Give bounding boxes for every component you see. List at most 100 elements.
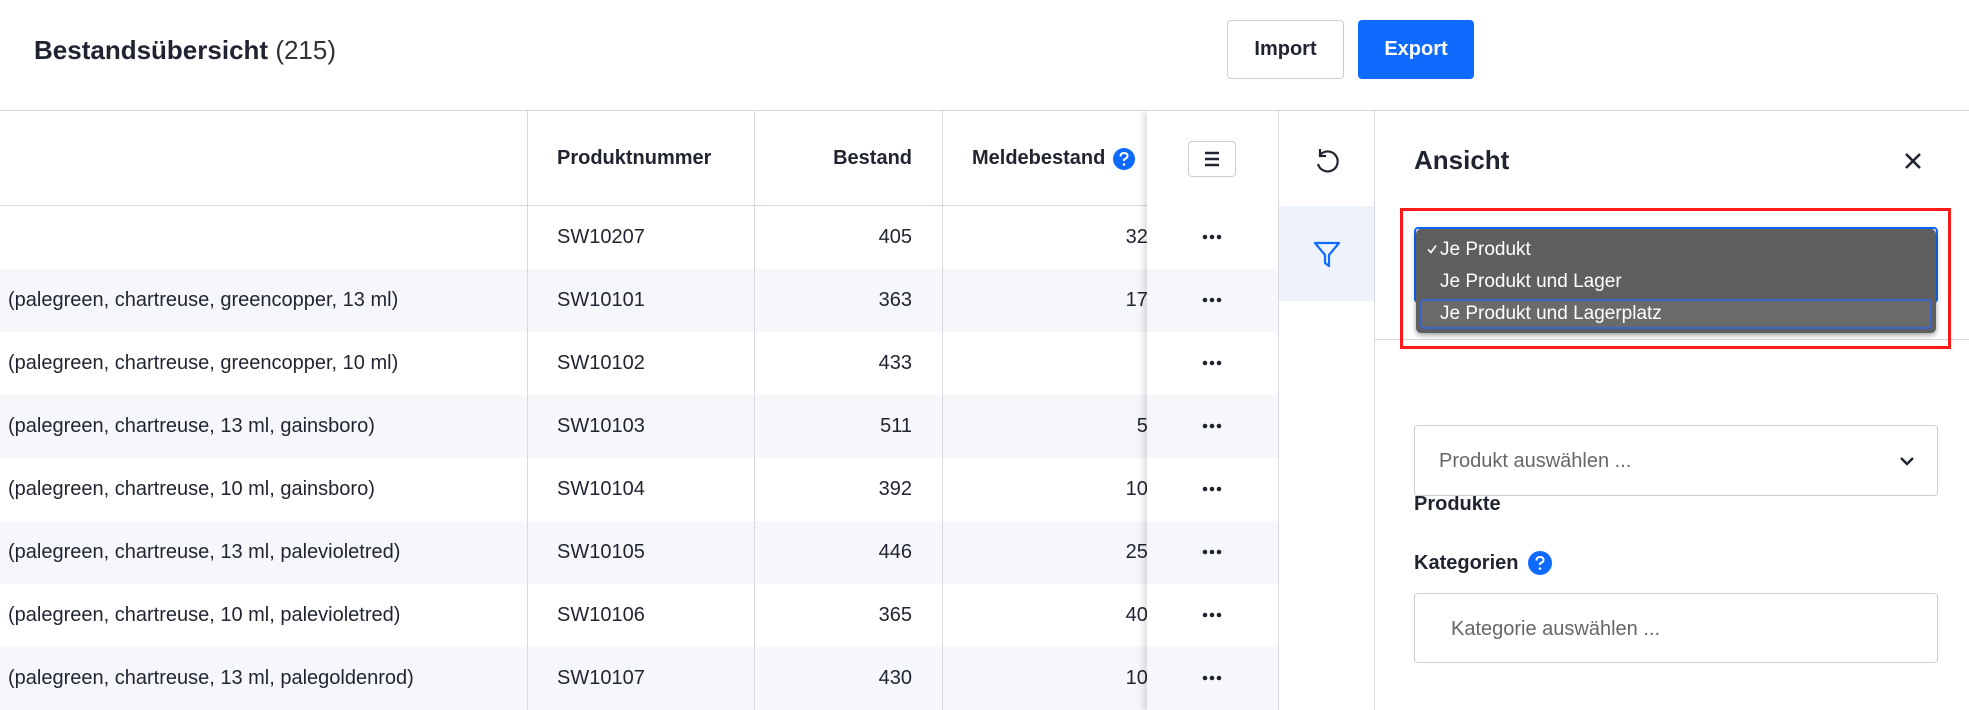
more-icon [1202, 297, 1222, 303]
menu-icon [1205, 151, 1219, 167]
reorder-level: 325 [942, 206, 1147, 269]
placeholder: Kategorie auswählen ... [1451, 618, 1661, 640]
table-row[interactable]: 250 446 SW10105 (palegreen, chartreuse, 13 … [0, 521, 1279, 584]
stock: 392 [878, 478, 912, 500]
more-icon [1202, 423, 1222, 429]
row-actions[interactable] [1147, 458, 1278, 521]
table-row[interactable]: 175 363 SW10101 (palegreen, chartreuse, gre… [0, 269, 1279, 332]
reorder-level: 100 [942, 458, 1147, 521]
title-count: (215) [275, 35, 337, 65]
product-name: (palegreen, chartreuse, 13 ml, palegolde… [8, 667, 414, 689]
column-divider [754, 111, 755, 710]
view-panel: Ansicht Je Produkt Je Produkt und Lager Je… [1375, 111, 1969, 710]
row-actions[interactable] [1147, 269, 1278, 332]
more-icon [1202, 675, 1222, 681]
close-button[interactable] [1901, 149, 1925, 173]
column-header-text: Meldebestand [972, 147, 1106, 169]
table-row[interactable]: 400 365 SW10106 (palegreen, chartreuse, 10 … [0, 584, 1279, 647]
chevron-icon [1900, 457, 1914, 466]
help-icon[interactable] [1528, 551, 1553, 575]
reorder-level: 175 [942, 269, 1147, 332]
view-option[interactable]: Je Produkt und Lager [1440, 271, 1622, 292]
field-label-row: Kategorien [1414, 551, 1553, 575]
product-name: (palegreen, chartreuse, 10 ml, paleviole… [8, 604, 401, 626]
row-actions[interactable] [1147, 647, 1278, 710]
column-divider [942, 111, 943, 710]
stock: 365 [878, 604, 912, 626]
reorder-level: 250 [942, 521, 1147, 584]
stock: 363 [878, 289, 912, 311]
categories-select[interactable]: Kategorie auswählen ... [1414, 593, 1938, 663]
product-number: SW10102 [557, 352, 645, 374]
reorder-level-value: 100 [1125, 667, 1147, 689]
product-number: SW10105 [557, 541, 645, 563]
reorder-level-value: 50 [1136, 415, 1147, 437]
filter-icon [1313, 241, 1341, 268]
stock: 511 [880, 415, 912, 437]
more-icon [1202, 234, 1222, 240]
table-row[interactable]: 50 511 SW10103 (palegreen, chartreuse, 13 m… [0, 395, 1279, 458]
column-header[interactable]: Produktnummer [557, 147, 712, 169]
table-header-divider [0, 205, 1279, 206]
more-icon [1202, 612, 1222, 618]
panel-divider [1375, 339, 1969, 340]
product-name: (palegreen, chartreuse, greencopper, 13 … [8, 289, 399, 311]
view-option[interactable]: Je Produkt und Lagerplatz [1440, 303, 1662, 324]
product-number: SW10207 [557, 226, 645, 248]
reset-icon[interactable] [1311, 145, 1343, 177]
more-icon [1202, 549, 1222, 555]
import-button[interactable]: Import [1227, 20, 1344, 79]
column-header[interactable]: Bestand [833, 147, 912, 169]
column-menu-button[interactable] [1188, 141, 1236, 177]
row-actions[interactable] [1147, 395, 1278, 458]
view-option[interactable]: Je Produkt [1440, 239, 1531, 260]
product-name: (palegreen, chartreuse, 13 ml, gainsboro… [8, 415, 375, 437]
field-label: Produkte [1414, 493, 1501, 515]
product-name: (palegreen, chartreuse, greencopper, 10 … [8, 352, 399, 374]
stock: 405 [878, 226, 912, 248]
more-icon [1202, 486, 1222, 492]
header-divider [0, 110, 1969, 111]
table-row[interactable]: 325 405 SW10207 [0, 206, 1279, 269]
reorder-level-value: 175 [1125, 289, 1147, 311]
row-actions[interactable] [1147, 332, 1278, 395]
table-row[interactable]: 100 430 SW10107 (palegreen, chartreuse, 13 … [0, 647, 1279, 710]
actions-column [1147, 111, 1279, 710]
focused-option [1420, 299, 1932, 329]
view-dropdown: Je Produkt Je Produkt und Lager Je Produkt… [1416, 229, 1936, 333]
panel-title: Ansicht [1414, 145, 1510, 175]
reorder-level: 400 [942, 584, 1147, 647]
placeholder: Produkt auswählen ... [1439, 450, 1632, 472]
reorder-level: 100 [942, 647, 1147, 710]
row-actions[interactable] [1147, 521, 1278, 584]
reorder-level: 0 [942, 332, 1147, 395]
highlight-box [1400, 208, 1951, 349]
column-divider [527, 111, 528, 710]
product-number: SW10101 [557, 289, 645, 311]
stock: 446 [878, 541, 912, 563]
product-name: (palegreen, chartreuse, 13 ml, paleviole… [8, 541, 401, 563]
row-actions[interactable] [1147, 584, 1278, 647]
table: 100 430 SW10107 (palegreen, chartreuse, 13 … [0, 111, 1279, 710]
help-icon[interactable] [1113, 147, 1136, 170]
side-toolbar [1279, 111, 1375, 710]
title-text: Bestandsübersicht [34, 35, 269, 65]
row-actions[interactable] [1147, 206, 1278, 269]
column-header[interactable]: Meldebestand [972, 127, 1147, 190]
table-row[interactable]: 100 392 SW10104 (palegreen, chartreuse, 10 … [0, 458, 1279, 521]
reorder-level: 50 [942, 395, 1147, 458]
reorder-level-value: 100 [1125, 478, 1147, 500]
reorder-level-value: 325 [1125, 226, 1147, 248]
product-name: (palegreen, chartreuse, 10 ml, gainsboro… [8, 478, 375, 500]
export-button[interactable]: Export [1358, 20, 1474, 79]
product-number: SW10107 [557, 667, 645, 689]
products-select[interactable]: Produkt auswählen ... [1414, 425, 1938, 496]
more-icon [1202, 360, 1222, 366]
field-label: Kategorien [1414, 552, 1519, 574]
reorder-level-value: 250 [1125, 541, 1147, 563]
reorder-level-value: 400 [1125, 604, 1147, 626]
filter-tab[interactable] [1279, 206, 1374, 301]
table-row[interactable]: 0 433 SW10102 (palegreen, chartreuse, green… [0, 332, 1279, 395]
